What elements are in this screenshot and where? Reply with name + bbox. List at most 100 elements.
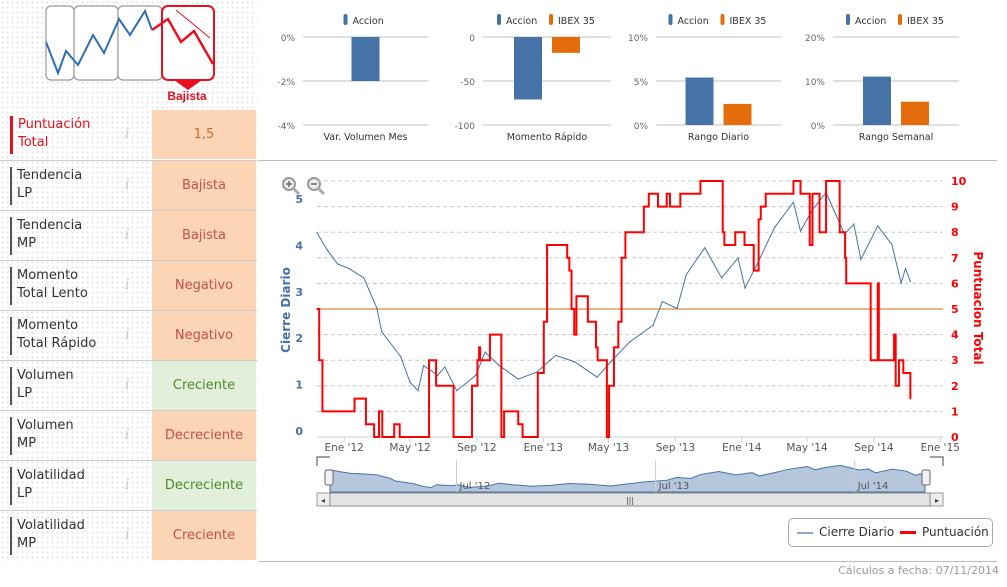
info-icon[interactable]: i — [125, 126, 130, 142]
puntuacion-point — [537, 372, 539, 374]
cierre-point — [376, 307, 378, 309]
right-axis-tick: 7 — [951, 252, 959, 265]
legend-swatch — [549, 14, 553, 25]
legend-label[interactable]: Accion — [678, 16, 709, 27]
cierre-point — [381, 331, 383, 333]
zoom-out-icon[interactable] — [307, 177, 326, 196]
row-value: Negativo — [152, 261, 256, 311]
info-icon[interactable]: i — [125, 327, 130, 343]
y-tick-label: -2% — [277, 78, 295, 88]
cierre-point — [773, 227, 775, 229]
legend-swatch — [720, 14, 725, 25]
navigator-handle-left[interactable] — [324, 469, 334, 486]
left-axis-tick: 5 — [295, 193, 303, 206]
cierre-point — [685, 274, 687, 276]
row-label-line2: LP — [17, 386, 33, 401]
cierre-point — [400, 356, 402, 358]
summary-row: Tendencia LP i Bajista — [0, 160, 257, 211]
puntuacion-point — [606, 436, 608, 438]
bar-accion — [514, 37, 542, 100]
bar-chart-3: 20% 10% 0% Accion IBEX 35 Rango Semanal — [805, 14, 959, 143]
cierre-point — [900, 282, 902, 284]
puntuacion-point — [808, 244, 811, 246]
x-tick-label: Sep '12 — [457, 442, 496, 454]
right-axis-tick: 2 — [951, 380, 959, 393]
legend-label[interactable]: IBEX 35 — [730, 16, 767, 27]
legend-label[interactable]: Accion — [855, 16, 886, 27]
zoom-in-icon[interactable] — [282, 177, 301, 196]
row-label-line1: Volumen — [17, 368, 74, 383]
x-tick-label: May '14 — [786, 442, 828, 454]
puntuacion-point — [608, 385, 610, 387]
cierre-point — [891, 243, 893, 246]
legend-label[interactable]: Accion — [353, 16, 384, 27]
left-axis-tick: 0 — [295, 425, 303, 438]
legend-label[interactable]: IBEX 35 — [907, 16, 944, 27]
summary-row: Puntuación Total i 1,5 — [0, 110, 257, 160]
row-label: Volatilidad LP — [10, 467, 129, 505]
info-icon[interactable]: i — [125, 527, 130, 543]
row-label: Momento Total Rápido — [10, 317, 129, 355]
row-value: Decreciente — [152, 461, 256, 511]
puntuacion-point — [398, 436, 401, 438]
cierre-point — [337, 263, 339, 265]
legend-swatch — [846, 14, 850, 25]
info-icon[interactable]: i — [125, 277, 130, 293]
puntuacion-point — [503, 410, 505, 413]
right-axis-tick: 0 — [951, 431, 959, 444]
row-label: Volumen LP — [10, 367, 129, 405]
cierre-point — [652, 324, 654, 326]
category-label: Var. Volumen Mes — [323, 132, 407, 143]
cierre-point — [860, 258, 862, 260]
x-tick-label: Ene '14 — [722, 442, 762, 454]
right-axis-tick: 1 — [951, 405, 959, 418]
puntuacion-point — [818, 231, 821, 233]
cierre-point — [610, 361, 612, 363]
legend-swatch-puntuacion — [900, 531, 916, 534]
info-icon[interactable]: i — [125, 477, 130, 493]
navigator-handle-right[interactable] — [921, 469, 931, 486]
info-icon[interactable]: i — [125, 377, 130, 393]
cierre-point — [704, 247, 706, 249]
y-tick-label: 10% — [805, 78, 825, 88]
right-axis-tick: 4 — [951, 329, 959, 342]
puntuacion-point — [568, 269, 571, 272]
puntuacion-point — [902, 372, 905, 374]
series-cierre-diario — [316, 191, 911, 392]
cierre-point — [475, 374, 477, 376]
legend-label[interactable]: Accion — [506, 16, 537, 27]
cierre-point — [877, 225, 879, 227]
left-axis-tick: 3 — [295, 286, 303, 299]
scroll-right-arrow-icon[interactable]: ▸ — [935, 496, 939, 505]
legend-label[interactable]: IBEX 35 — [558, 16, 595, 27]
puntuacion-point — [624, 231, 627, 233]
info-icon[interactable]: i — [125, 227, 130, 243]
chart-legend: Cierre Diario Puntuación — [788, 518, 993, 547]
summary-row: Volumen MP i Decreciente — [0, 410, 257, 461]
puntuacion-point — [573, 333, 576, 336]
row-label-line2: Total Rápido — [17, 336, 97, 351]
y-tick-label: -100 — [455, 122, 476, 132]
cierre-point — [629, 341, 631, 343]
scroll-left-arrow-icon[interactable]: ◂ — [321, 496, 325, 505]
puntuacion-point — [566, 257, 568, 259]
puntuacion-point — [521, 436, 524, 438]
x-tick-label: Ene '12 — [325, 442, 364, 454]
category-label: Rango Semanal — [859, 132, 934, 143]
puntuacion-point — [757, 218, 760, 221]
info-icon[interactable]: i — [125, 177, 130, 193]
legend-item-cierre[interactable]: Cierre Diario — [797, 525, 894, 539]
cierre-point — [422, 364, 425, 367]
y-tick-label: 0% — [811, 122, 826, 132]
puntuacion-point — [643, 205, 645, 208]
calculation-date: Cálculos a fecha: 07/11/2014 — [838, 564, 999, 577]
puntuacion-point — [587, 321, 589, 323]
scrollbar-thumb[interactable] — [329, 492, 931, 507]
y-tick-label: -50 — [460, 78, 475, 88]
scrollbar-grip-icon: ||| — [626, 496, 634, 505]
cierre-point — [904, 268, 907, 270]
cierre-point — [316, 232, 318, 234]
legend-item-puntuacion[interactable]: Puntuación — [900, 525, 989, 539]
puntuacion-point — [546, 244, 548, 246]
info-icon[interactable]: i — [125, 427, 130, 443]
